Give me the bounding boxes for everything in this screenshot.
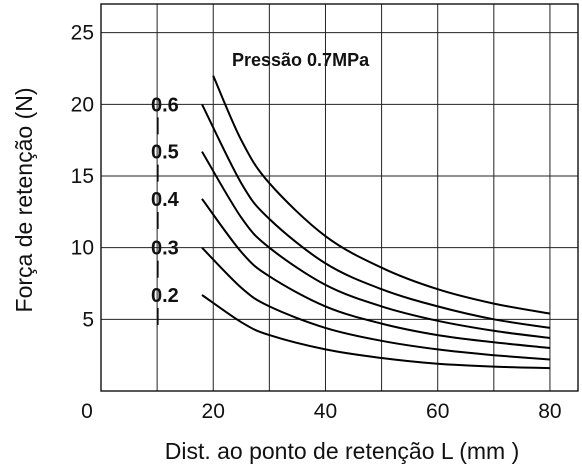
curve-0-7 — [212, 75, 551, 315]
plot-frame — [100, 3, 579, 392]
x-tick-label: 80 — [538, 400, 561, 423]
y-tick-label: 15 — [71, 165, 94, 188]
x-tick-label: 40 — [314, 400, 337, 423]
series-label-0-3: 0.3 — [151, 238, 179, 260]
curve-0-5 — [201, 151, 551, 339]
axis-ticks: 0 20 40 60 80 5 10 15 20 25 — [71, 22, 562, 423]
y-tick-label: 10 — [71, 237, 94, 260]
pressure-annotation: Pressão 0.7MPa — [232, 50, 370, 70]
y-axis-title: Força de retenção (N) — [11, 88, 37, 313]
y-tick-label: 25 — [71, 22, 94, 45]
curve-0-3 — [201, 246, 550, 361]
curve-0-4 — [201, 198, 551, 349]
x-axis-title: Dist. ao ponto de retenção L (mm ) — [165, 438, 520, 464]
y-tick-label: 20 — [71, 93, 94, 116]
x-tick-label: 0 — [81, 400, 93, 423]
series-labels: 0.2 0.3 0.4 0.5 0.6 — [151, 94, 180, 325]
series-label-0-5: 0.5 — [151, 142, 179, 164]
curve-0-6 — [201, 103, 551, 329]
series-label-0-2: 0.2 — [151, 285, 179, 307]
y-tick-label: 5 — [82, 308, 94, 331]
series-label-0-6: 0.6 — [151, 94, 179, 116]
x-tick-label: 60 — [426, 400, 449, 423]
grid-lines — [101, 4, 578, 391]
series-curves — [201, 75, 551, 370]
curve-0-2 — [201, 294, 550, 370]
series-label-0-4: 0.4 — [151, 189, 180, 211]
x-tick-label: 20 — [202, 400, 225, 423]
